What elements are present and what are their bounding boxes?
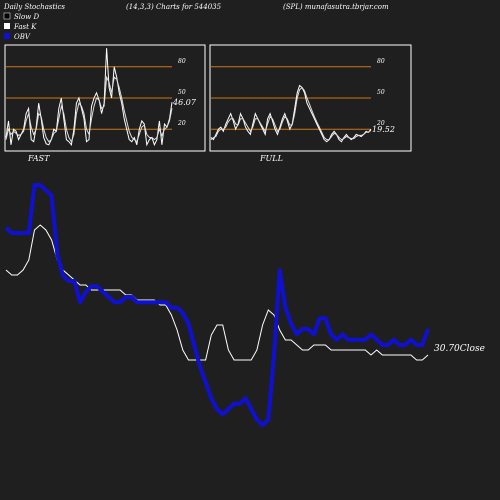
obv-line	[4, 183, 430, 427]
fast-panel-title: FAST	[27, 154, 50, 163]
header-left: Daily Stochastics	[3, 3, 65, 11]
legend-label-fast-k: Fast K	[13, 23, 37, 31]
fast-series-line-0	[5, 48, 173, 147]
full-series-line-1	[210, 86, 372, 141]
full-tick-label: 20	[376, 120, 385, 127]
full-panel-title: FULL	[259, 154, 283, 163]
close-value-label: 30.70Close	[434, 344, 485, 354]
fast-stochastics-panel: 80 50 20 46.07	[4, 44, 206, 152]
legend: Slow D Fast K OBV	[3, 12, 39, 41]
fast-tick-label: 50	[178, 89, 186, 96]
legend-label-slow-d: Slow D	[14, 13, 39, 21]
legend-swatch-slow-d	[3, 12, 11, 20]
fast-value-label: 46.07	[172, 98, 197, 107]
full-tick-label: 50	[377, 89, 385, 96]
price-obv-panel: 30.70Close	[4, 183, 485, 427]
legend-swatch-obv	[4, 33, 10, 39]
legend-label-obv: OBV	[14, 33, 31, 41]
full-value-label: 19.52	[372, 125, 395, 134]
fast-series-line-1	[5, 75, 173, 143]
legend-swatch-fast-k	[4, 23, 10, 29]
full-tick-label: 80	[377, 58, 385, 65]
fast-tick-label: 80	[178, 58, 186, 65]
header-right: (SPL) munafasutra.tbrjar.com	[283, 3, 389, 11]
fast-tick-label: 20	[177, 120, 186, 127]
header-center: (14,3,3) Charts for 544035	[126, 3, 222, 11]
